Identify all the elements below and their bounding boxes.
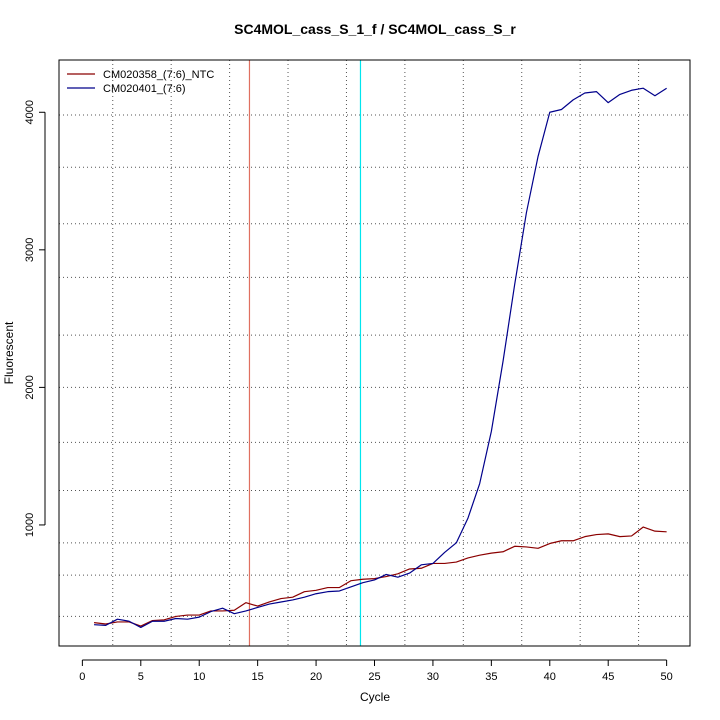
series-line <box>94 87 667 629</box>
legend-label: CM020358_(7:6)_NTC <box>103 69 214 81</box>
x-tick-label: 50 <box>661 671 673 683</box>
x-tick-label: 25 <box>368 671 380 683</box>
x-tick-label: 35 <box>485 671 497 683</box>
y-axis-label: Fluorescent <box>2 321 16 384</box>
x-tick-label: 20 <box>310 671 322 683</box>
y-tick-label: 1000 <box>24 513 36 537</box>
threshold-lines <box>248 60 362 646</box>
x-tick-label: 15 <box>252 671 264 683</box>
legend-label: CM020401_(7:6) <box>103 83 186 95</box>
series-lines <box>93 87 667 629</box>
y-axis: 1000 2000 3000 4000 <box>24 100 46 537</box>
x-axis: 0 5 10 15 20 25 30 35 40 45 50 <box>79 659 673 683</box>
x-tick-label: 5 <box>138 671 144 683</box>
x-tick-label: 40 <box>544 671 556 683</box>
x-tick-label: 0 <box>79 671 85 683</box>
x-tick-label: 30 <box>427 671 439 683</box>
grid <box>59 60 690 646</box>
y-tick-label: 2000 <box>24 375 36 399</box>
legend: CM020358_(7:6)_NTC CM020401_(7:6) <box>67 69 214 95</box>
series-line <box>93 526 667 627</box>
x-axis-label: Cycle <box>360 690 390 704</box>
plot-frame <box>58 59 691 647</box>
y-tick-label: 3000 <box>24 238 36 262</box>
x-tick-label: 45 <box>602 671 614 683</box>
chart-title: SC4MOL_cass_S_1_f / SC4MOL_cass_S_r <box>234 21 516 37</box>
x-tick-label: 10 <box>193 671 205 683</box>
y-tick-label: 4000 <box>24 100 36 124</box>
